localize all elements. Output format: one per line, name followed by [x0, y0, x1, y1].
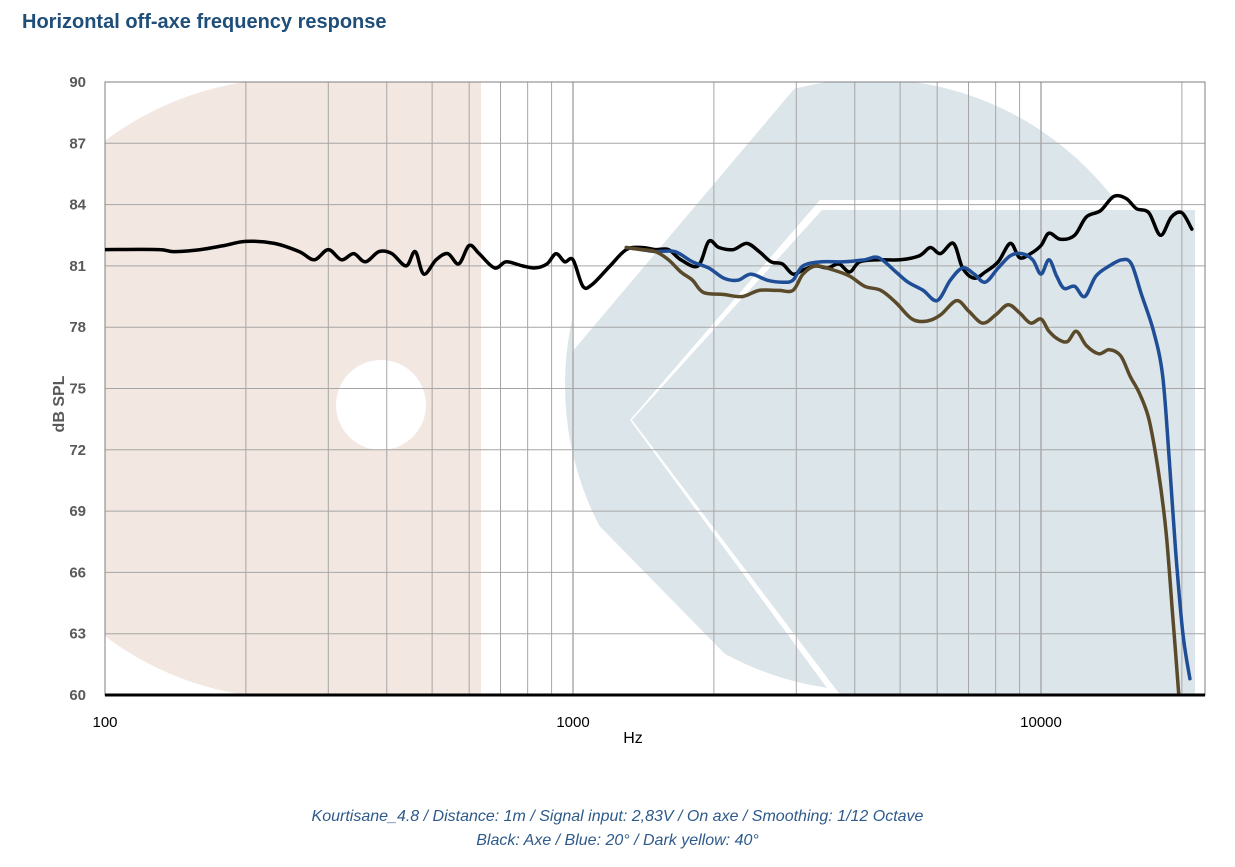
x-tick-label: 1000 [556, 714, 589, 731]
y-tick-label: 72 [69, 442, 86, 459]
chart-svg: 90 87 84 81 78 75 72 69 66 63 60 100 1000 10000 dB S… [51, 74, 1206, 747]
watermark-logo [105, 82, 1205, 695]
y-axis-ticks: 90 87 84 81 78 75 72 69 66 63 60 [69, 74, 86, 704]
y-tick-label: 78 [69, 319, 86, 336]
x-tick-label: 10000 [1020, 714, 1062, 731]
y-axis-title: dB SPL [51, 375, 68, 432]
y-tick-label: 87 [69, 135, 86, 152]
series-line-2 [624, 245, 1181, 695]
y-tick-label: 63 [69, 626, 86, 643]
grid-lines [105, 82, 1205, 695]
y-tick-label: 60 [69, 687, 86, 704]
x-tick-label: 100 [92, 714, 117, 731]
x-axis-title: Hz [623, 730, 643, 747]
series-line-1 [624, 245, 1192, 681]
series-lines [105, 193, 1194, 695]
y-tick-label: 90 [69, 74, 86, 91]
y-tick-label: 66 [69, 564, 86, 581]
x-axis-ticks: 100 1000 10000 [92, 714, 1061, 731]
y-tick-label: 84 [69, 197, 86, 214]
y-tick-label: 81 [69, 258, 86, 275]
y-tick-label: 69 [69, 503, 86, 520]
y-tick-label: 75 [69, 381, 86, 398]
chart-title: Horizontal off-axe frequency response [22, 11, 387, 33]
series-line-0 [105, 193, 1194, 291]
caption-line-1: Kourtisane_4.8 / Distance: 1m / Signal i… [311, 808, 924, 825]
caption-line-2: Black: Axe / Blue: 20° / Dark yellow: 40… [476, 832, 759, 849]
